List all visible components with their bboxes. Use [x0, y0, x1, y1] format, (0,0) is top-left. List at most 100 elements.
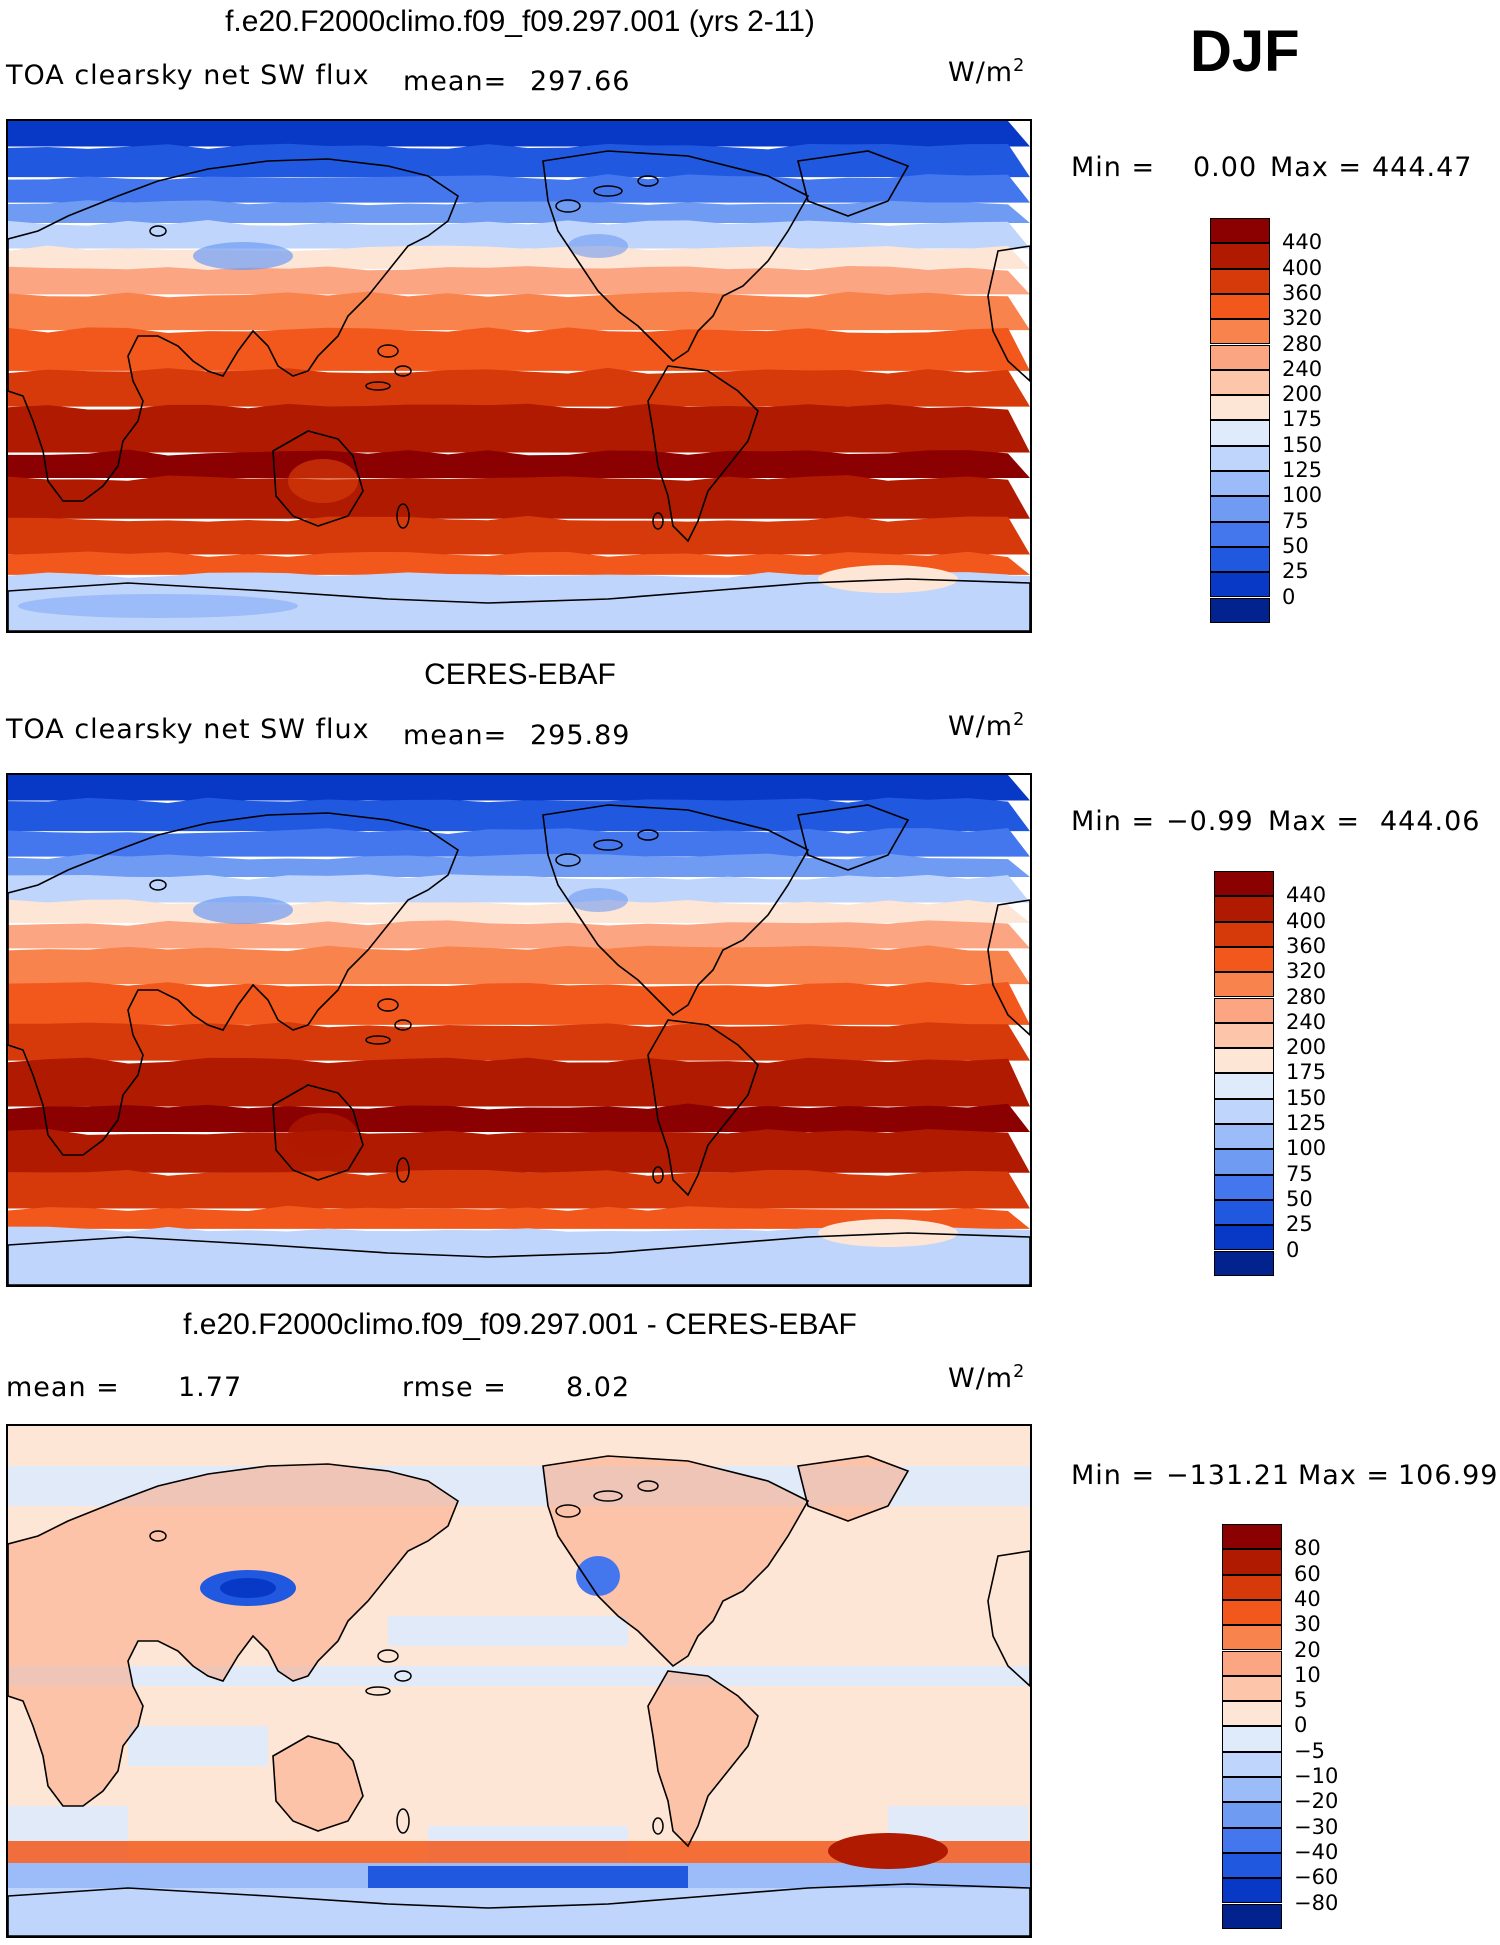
- colorbar-tick-label: 440: [1286, 883, 1327, 908]
- colorbar-swatch: [1214, 1225, 1274, 1251]
- colorbar-tick-label: 280: [1286, 984, 1327, 1009]
- colorbar-swatch: [1222, 1625, 1282, 1651]
- colorbar-tick-label: 50: [1282, 533, 1309, 558]
- colorbar-swatch: [1222, 1524, 1282, 1550]
- colorbar-swatch: [1222, 1701, 1282, 1727]
- panel-3-units: W/m2: [948, 1362, 1026, 1394]
- colorbar-tick-label: −60: [1294, 1865, 1339, 1890]
- colorbar-tick-label: 125: [1286, 1111, 1327, 1135]
- panel-2-units: W/m2: [948, 710, 1026, 742]
- panel-1-variable-label: TOA clearsky net SW flux: [6, 60, 370, 91]
- colorbar-swatch: [1214, 896, 1274, 922]
- colorbar-swatch: [1210, 420, 1270, 446]
- colorbar-swatch: [1222, 1903, 1282, 1929]
- colorbar-tick-label: −5: [1294, 1738, 1325, 1763]
- colorbar-tick-label: 280: [1282, 331, 1323, 356]
- colorbar-tick-label: 440: [1282, 230, 1323, 255]
- panel-2-max-value: 444.06: [1380, 806, 1481, 837]
- colorbar-swatch: [1222, 1878, 1282, 1904]
- colorbar-swatch: [1210, 369, 1270, 396]
- colorbar-tick-label: 25: [1282, 559, 1309, 584]
- colorbar-swatch: [1222, 1599, 1282, 1626]
- colorbar-swatch: [1214, 871, 1274, 897]
- panel-3-title: f.e20.F2000climo.f09_f09.297.001 - CERES…: [183, 1308, 857, 1341]
- colorbar-swatch: [1214, 1174, 1274, 1200]
- colorbar-tick-label: 360: [1282, 280, 1323, 305]
- colorbar-tick-label: 200: [1282, 382, 1323, 407]
- colorbar-swatch: [1222, 1777, 1282, 1803]
- colorbar-tick-label: −30: [1294, 1814, 1339, 1839]
- colorbar-tick-label: 80: [1294, 1536, 1321, 1561]
- colorbar-tick-label: 75: [1286, 1161, 1313, 1186]
- panel-2-min-value: −0.99: [1166, 806, 1254, 837]
- colorbar-swatch: [1222, 1751, 1282, 1777]
- colorbar-swatch: [1222, 1675, 1282, 1702]
- colorbar-tick-label: 150: [1286, 1085, 1327, 1110]
- colorbar-swatch: [1214, 1124, 1274, 1150]
- colorbar-swatch: [1210, 395, 1270, 421]
- panel-1-min-value: 0.00: [1193, 152, 1258, 183]
- colorbar-swatch: [1214, 1073, 1274, 1099]
- panel-1-mean-label: mean=: [403, 66, 508, 97]
- colorbar-swatch: [1210, 319, 1270, 345]
- colorbar-tick-label: 5: [1294, 1688, 1308, 1713]
- colorbar-tick-label: 360: [1286, 933, 1327, 958]
- colorbar-swatch: [1210, 546, 1270, 573]
- season-label: DJF: [1190, 19, 1300, 84]
- panel-2-variable-label: TOA clearsky net SW flux: [6, 714, 370, 745]
- colorbar-swatch: [1214, 972, 1274, 998]
- colorbar-tick-label: 0: [1282, 584, 1296, 609]
- panel-3-mean-label: mean =: [6, 1372, 120, 1403]
- colorbar-swatch: [1210, 471, 1270, 497]
- panel-2-mean-label: mean=: [403, 720, 508, 751]
- panel-3-max-value: 106.99: [1398, 1460, 1499, 1491]
- colorbar-tick-label: 200: [1286, 1035, 1327, 1060]
- colorbar-swatch: [1210, 521, 1270, 547]
- colorbar-tick-label: 50: [1286, 1186, 1313, 1211]
- colorbar-swatch: [1222, 1852, 1282, 1879]
- colorbar-tick-label: −40: [1294, 1839, 1339, 1864]
- colorbar-tick-label: 20: [1294, 1637, 1321, 1662]
- panel-1-max-value: 444.47: [1372, 152, 1473, 183]
- panel-3-max-label: Max =: [1298, 1460, 1391, 1491]
- colorbar-tick-label: 175: [1282, 407, 1323, 432]
- colorbar-swatch: [1222, 1574, 1282, 1600]
- panel-2-max-label: Max =: [1268, 806, 1361, 837]
- colorbar-swatch: [1214, 946, 1274, 973]
- colorbar-tick-label: 150: [1282, 432, 1323, 457]
- colorbar-tick-label: 240: [1286, 1009, 1327, 1034]
- colorbar-tick-label: 25: [1286, 1212, 1313, 1237]
- colorbar-tick-label: 240: [1282, 356, 1323, 381]
- panel-3-min-value: −131.21: [1166, 1460, 1291, 1491]
- panel-3-rmse-label: rmse =: [402, 1372, 507, 1403]
- colorbar-tick-label: 30: [1294, 1612, 1321, 1637]
- colorbar-tick-label: 10: [1294, 1662, 1321, 1687]
- colorbar-tick-label: 0: [1294, 1713, 1308, 1738]
- colorbar-swatch: [1210, 293, 1270, 320]
- colorbar-swatch: [1210, 597, 1270, 623]
- colorbar-swatch: [1214, 1022, 1274, 1049]
- colorbar-tick-label: 125: [1282, 458, 1323, 482]
- panel-1-min-label: Min =: [1071, 152, 1156, 183]
- panel-2-min-label: Min =: [1071, 806, 1156, 837]
- colorbar-swatch: [1222, 1650, 1282, 1676]
- colorbar-tick-label: 100: [1286, 1136, 1327, 1161]
- colorbar-tick-label: 400: [1282, 255, 1323, 280]
- panel-1-units: W/m2: [948, 56, 1026, 88]
- colorbar-swatch: [1214, 1098, 1274, 1124]
- colorbar-tick-label: −10: [1294, 1764, 1339, 1788]
- colorbar-swatch: [1214, 1199, 1274, 1226]
- panel-1-mean-value: 297.66: [530, 66, 631, 97]
- panel-1-title: f.e20.F2000climo.f09_f09.297.001 (yrs 2-…: [225, 5, 815, 38]
- colorbar-swatch: [1222, 1827, 1282, 1853]
- panel-2-title: CERES-EBAF: [424, 658, 616, 691]
- colorbar-tick-label: 75: [1282, 508, 1309, 533]
- colorbar-tick-label: 175: [1286, 1060, 1327, 1085]
- colorbar-swatch: [1210, 445, 1270, 471]
- colorbar-swatch: [1214, 997, 1274, 1023]
- colorbar-swatch: [1214, 921, 1274, 947]
- panel-2-mean-value: 295.89: [530, 720, 631, 751]
- colorbar-swatch: [1210, 243, 1270, 269]
- colorbar-swatch: [1210, 572, 1270, 598]
- panel-3-mean-value: 1.77: [178, 1372, 243, 1403]
